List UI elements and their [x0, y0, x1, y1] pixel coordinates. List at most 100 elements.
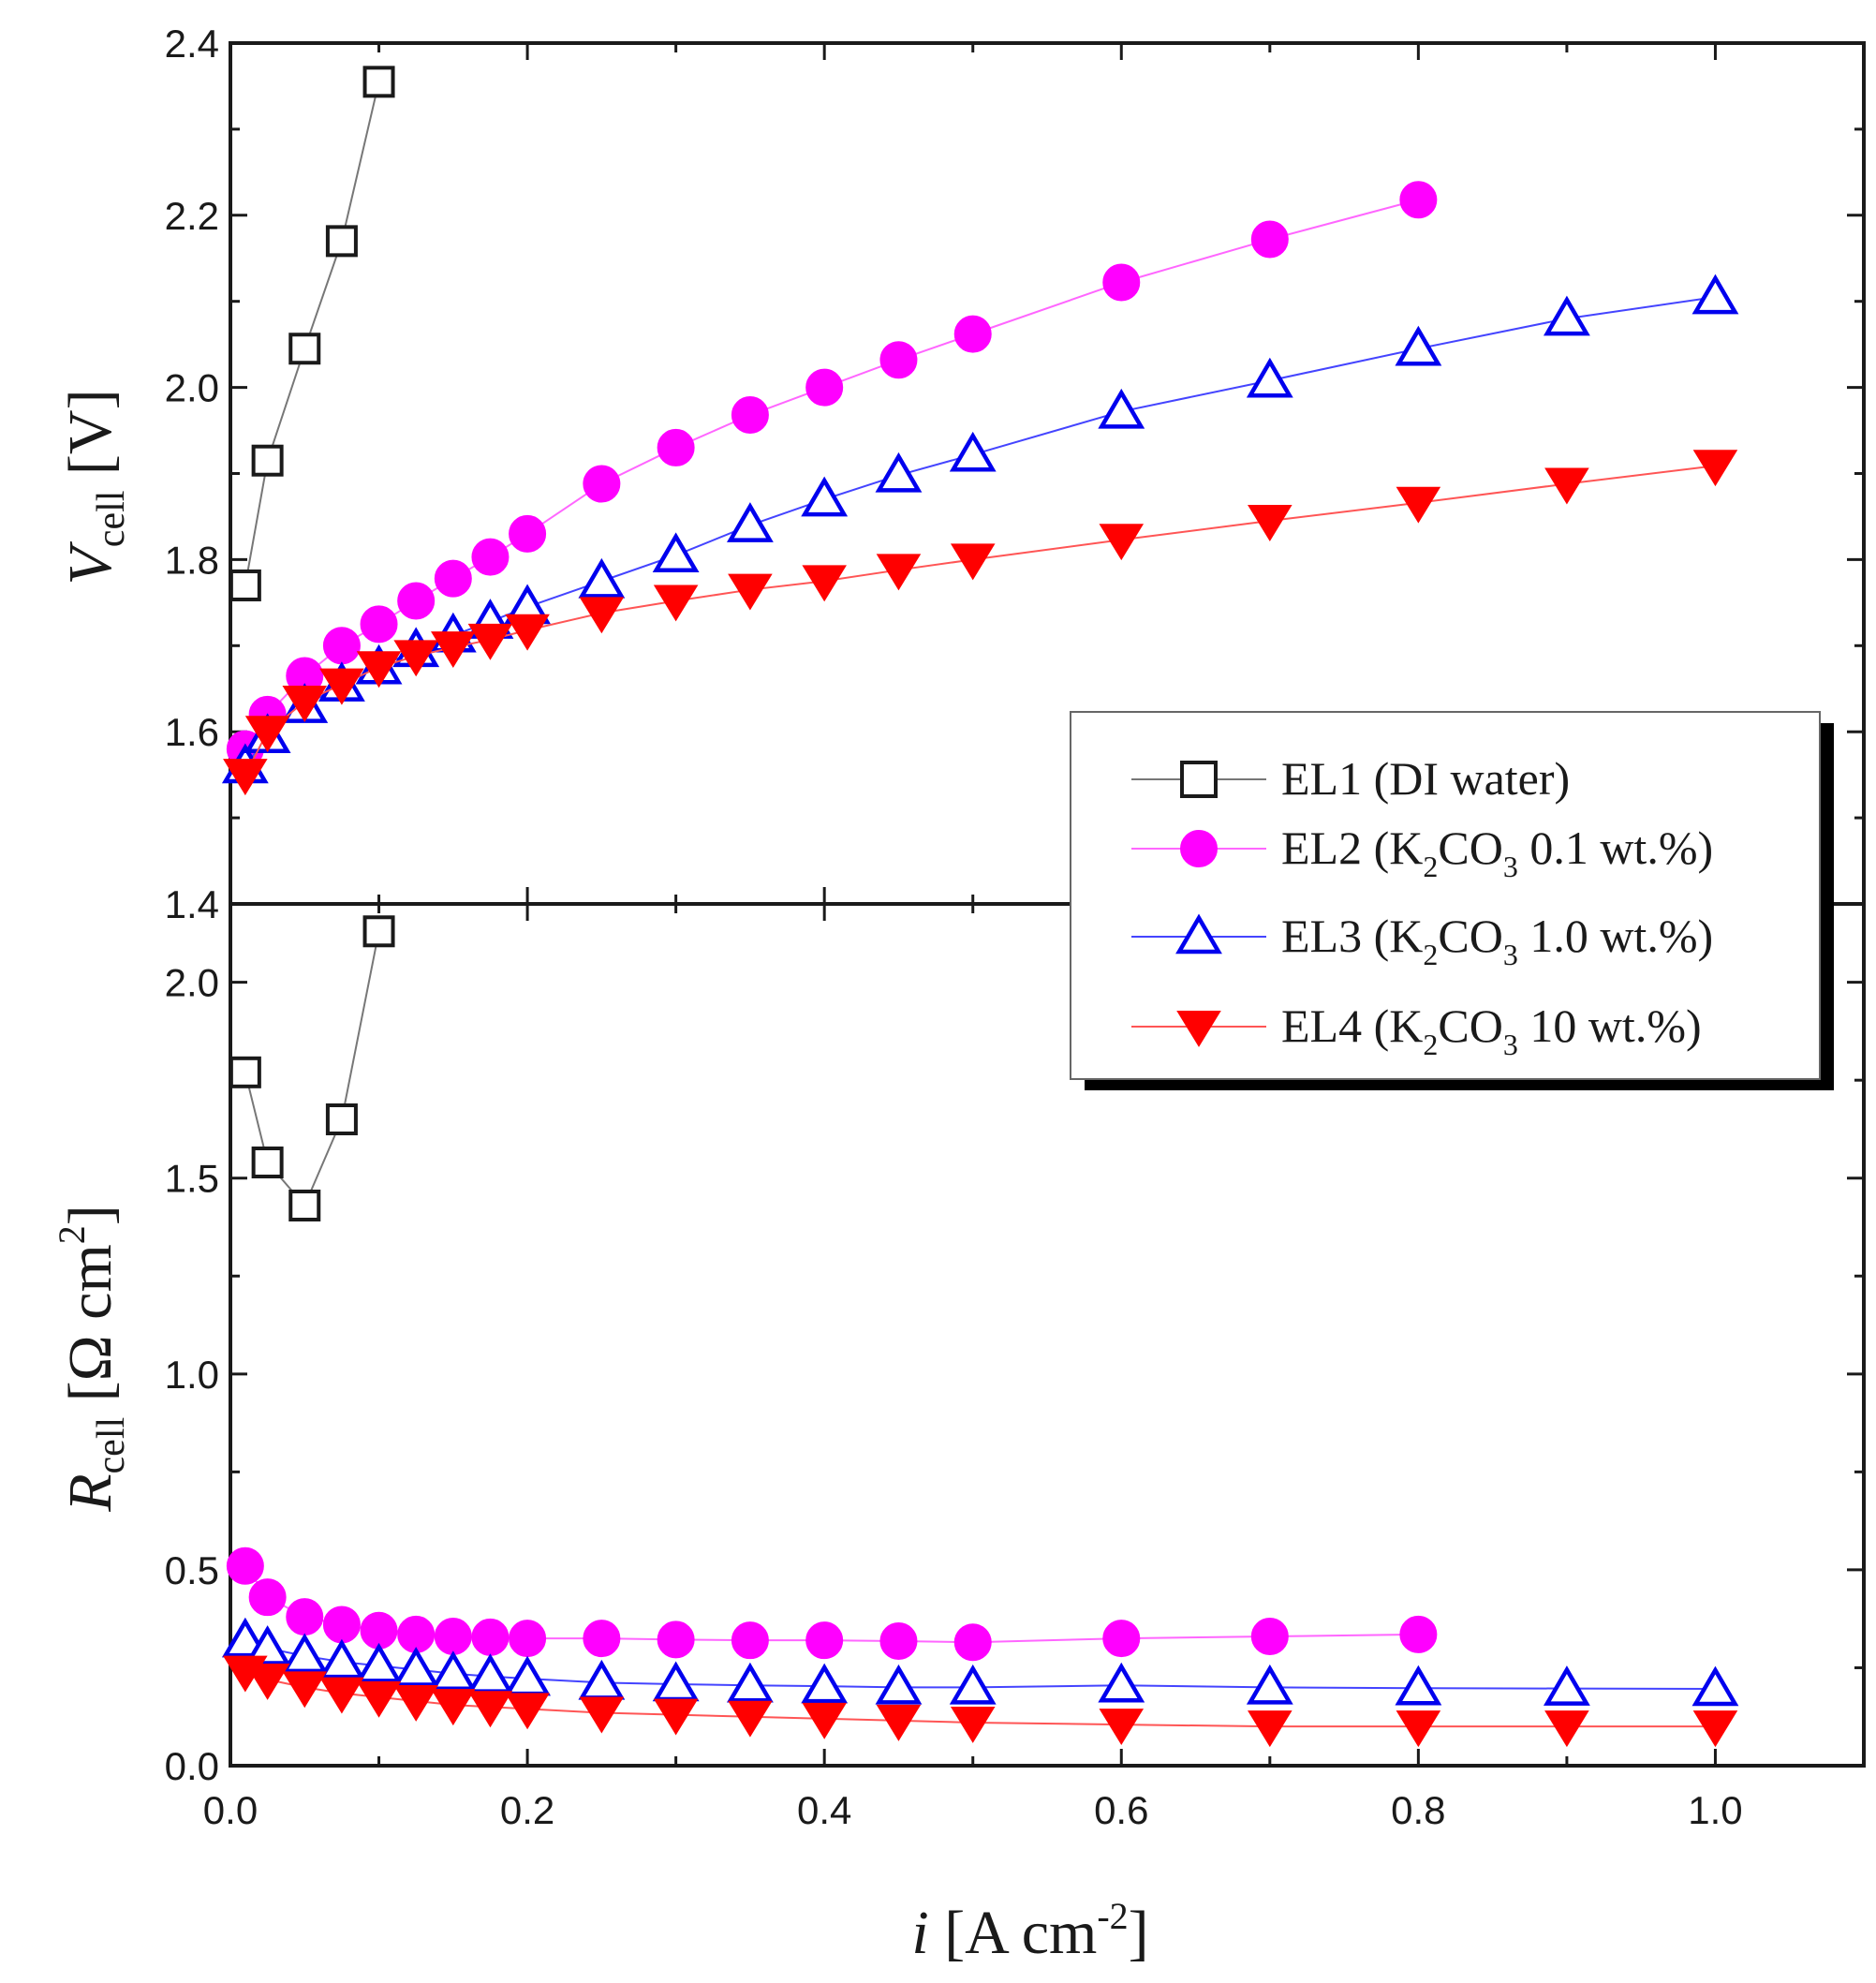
- data-point-el2: [286, 1598, 324, 1636]
- data-point-el2: [731, 1621, 769, 1660]
- data-point-el3: [392, 1647, 440, 1687]
- panel-frame-bottom: [229, 902, 1866, 1768]
- data-point-el4: [431, 1689, 476, 1726]
- data-point-el2: [583, 465, 621, 503]
- data-point-el2: [509, 514, 547, 553]
- data-point-el2: [434, 559, 472, 598]
- data-point-el3: [1395, 325, 1442, 366]
- data-point-el2: [397, 582, 436, 620]
- data-point-el1: [362, 66, 395, 98]
- y-tick-label-bottom: 2.0: [165, 961, 219, 1005]
- plot-layer: 1.41.61.82.02.22.40.00.51.01.52.00.0 0.2 0…: [165, 22, 1866, 1832]
- data-point-el4: [1692, 450, 1738, 487]
- legend-marker-el2: [1180, 830, 1218, 867]
- data-point-el1: [251, 444, 284, 477]
- legend-marker-el4: [1176, 1011, 1221, 1047]
- data-point-el4: [950, 1707, 996, 1743]
- legend-label-el1: EL1 (DI water): [1281, 752, 1570, 805]
- data-point-el4: [876, 1704, 922, 1741]
- data-point-el4: [356, 1680, 402, 1718]
- data-point-el2: [583, 1620, 621, 1658]
- data-point-el3: [244, 1625, 291, 1665]
- data-point-el3: [1395, 1665, 1442, 1706]
- y-tick-label-top: 2.4: [165, 22, 219, 66]
- x-tick-label: 0.2: [500, 1788, 554, 1832]
- data-point-el1: [362, 915, 395, 948]
- series-el1-bottom: [229, 915, 395, 1221]
- y-tick-label-bottom: 1.5: [165, 1157, 219, 1201]
- data-point-el4: [1099, 524, 1145, 561]
- legend-marks: [1131, 761, 1266, 1047]
- data-point-el1: [325, 225, 358, 258]
- x-axis-title: i [A cm-2]: [911, 1895, 1148, 1967]
- y-tick-label-bottom: 1.0: [165, 1353, 219, 1397]
- data-point-el3: [652, 1661, 700, 1702]
- y-tick-label-top: 1.6: [165, 710, 219, 754]
- series-el2-bottom: [226, 1546, 1438, 1662]
- panel-top: 1.4 1.6 1.8 2.0 2.2 2.4: [165, 22, 1866, 926]
- data-point-el3: [1098, 1662, 1145, 1703]
- data-point-el2: [879, 341, 918, 379]
- data-point-el2: [805, 1621, 844, 1660]
- legend-label-el2: EL2 (K2CO3 0.1 wt.%): [1281, 821, 1713, 883]
- x-tick-label: 0.4: [797, 1788, 851, 1832]
- data-point-el2: [657, 1620, 695, 1659]
- x-tick-label: 0.6: [1094, 1788, 1148, 1832]
- data-point-el4: [802, 565, 847, 602]
- data-point-el2: [471, 1618, 510, 1656]
- panel-bottom: 0.0 0.5 1.0 1.5 2.0: [165, 902, 1866, 1788]
- data-point-el2: [360, 605, 398, 644]
- data-point-el4: [223, 759, 268, 796]
- data-point-el4: [431, 631, 476, 669]
- data-point-el3: [801, 476, 849, 517]
- data-point-el3: [1098, 388, 1145, 429]
- data-point-el4: [653, 585, 699, 622]
- data-point-el3: [949, 431, 997, 472]
- data-point-el2: [805, 368, 844, 407]
- series-el4-bottom: [223, 1655, 1738, 1748]
- data-point-el4: [1544, 1710, 1589, 1748]
- y-tick-label-bottom: 0.0: [165, 1744, 219, 1788]
- data-point-el2: [731, 396, 769, 435]
- data-point-el3: [578, 557, 626, 599]
- data-point-el3: [875, 1664, 923, 1705]
- data-point-el4: [467, 623, 513, 660]
- data-point-el3: [318, 1638, 365, 1680]
- data-point-el2: [471, 538, 510, 576]
- data-point-el1: [251, 1147, 284, 1178]
- data-point-el4: [802, 1702, 847, 1739]
- x-tick-label: 0.8: [1391, 1788, 1445, 1832]
- data-point-el4: [319, 1677, 364, 1714]
- data-point-el4: [1692, 1710, 1738, 1748]
- data-point-el1: [288, 1190, 321, 1221]
- legend-marker-el3: [1175, 913, 1222, 955]
- data-point-el2: [1250, 220, 1289, 259]
- data-point-el1: [325, 1103, 358, 1135]
- data-point-el4: [876, 554, 922, 591]
- bottom-y-axis-title: Rcell [Ω cm2]: [51, 1205, 133, 1513]
- data-point-el1: [229, 569, 261, 601]
- series-el1-top: [229, 66, 395, 601]
- data-point-el3: [1543, 1665, 1590, 1706]
- data-point-el2: [879, 1622, 918, 1661]
- axis-titles: i [A cm-2] Vcell [V] Rcell [Ω cm2]: [51, 389, 1149, 1967]
- data-point-el4: [1099, 1709, 1145, 1746]
- data-point-el3: [1691, 274, 1739, 315]
- data-point-el3: [726, 502, 774, 542]
- series-el3-top: [221, 274, 1739, 784]
- data-point-el4: [393, 640, 438, 677]
- data-point-el3: [355, 1642, 403, 1683]
- x-tick-label: 1.0: [1688, 1788, 1742, 1832]
- data-point-el3: [652, 532, 700, 573]
- data-point-el2: [322, 1606, 361, 1644]
- data-point-el2: [657, 428, 695, 466]
- data-point-el1: [288, 333, 321, 365]
- data-point-el2: [322, 627, 361, 665]
- x-tick-label: 0.0: [203, 1788, 258, 1832]
- y-tick-label-bottom: 0.5: [165, 1548, 219, 1592]
- data-point-el3: [1246, 1664, 1293, 1705]
- data-point-el2: [953, 315, 992, 353]
- data-point-el3: [801, 1663, 849, 1704]
- data-point-el4: [1248, 505, 1293, 541]
- data-point-el4: [505, 1693, 550, 1730]
